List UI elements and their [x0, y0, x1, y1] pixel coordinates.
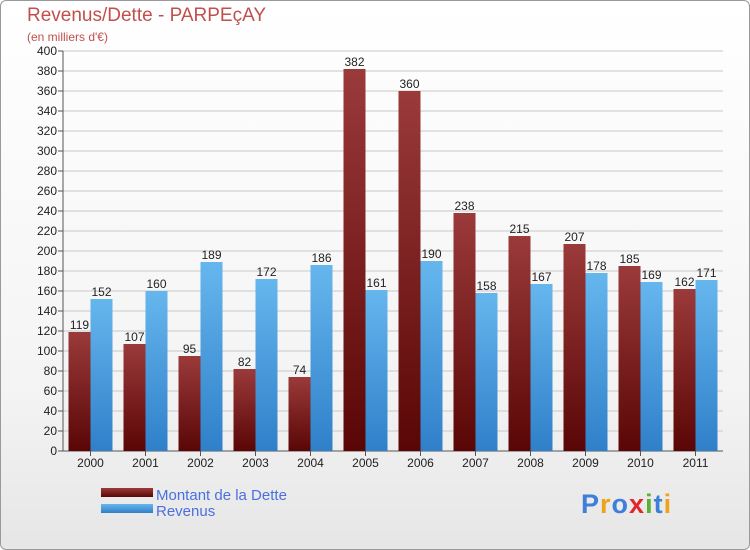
x-tick-label: 2009 [572, 456, 599, 470]
debt-value-label: 360 [399, 77, 419, 91]
logo-letter: r [600, 489, 612, 519]
y-tick-label: 160 [37, 284, 57, 298]
debt-bar[interactable] [398, 91, 421, 451]
y-tick-label: 380 [37, 64, 57, 78]
x-tick-label: 2011 [683, 456, 709, 470]
x-tick-label: 2005 [352, 456, 379, 470]
x-tick-label: 2008 [517, 456, 544, 470]
logo-letter: i [645, 489, 654, 519]
revenue-value-label: 186 [311, 251, 331, 265]
y-tick-label: 40 [44, 404, 58, 418]
y-tick-label: 0 [50, 444, 57, 458]
y-tick-label: 80 [44, 364, 58, 378]
debt-bar[interactable] [123, 344, 146, 451]
legend-label-debt: Montant de la Dette [156, 487, 287, 504]
revenue-value-label: 169 [641, 268, 661, 282]
revenue-bar[interactable] [90, 299, 113, 451]
debt-bar[interactable] [563, 244, 586, 451]
y-tick-label: 300 [37, 144, 57, 158]
x-tick-label: 2001 [132, 456, 159, 470]
logo-letter: t [653, 489, 664, 519]
y-tick-label: 120 [37, 324, 57, 338]
chart-title: Revenus/Dette - PARPEçAY [27, 5, 267, 26]
y-tick-label: 220 [37, 224, 57, 238]
debt-bar[interactable] [343, 69, 366, 451]
x-tick-label: 2000 [77, 456, 104, 470]
revenue-bar[interactable] [255, 279, 278, 451]
y-tick-label: 360 [37, 84, 57, 98]
debt-value-label: 82 [238, 355, 252, 369]
debt-bar[interactable] [68, 332, 91, 451]
revenue-bar[interactable] [475, 293, 498, 451]
debt-bar[interactable] [178, 356, 201, 451]
revenue-bar[interactable] [530, 284, 553, 451]
y-tick-label: 260 [37, 184, 57, 198]
y-tick-label: 320 [37, 124, 57, 138]
revenue-value-label: 189 [201, 248, 221, 262]
x-tick-label: 2003 [242, 456, 269, 470]
debt-value-label: 119 [70, 318, 89, 332]
debt-value-label: 238 [454, 199, 474, 213]
logo-letter: i [663, 489, 673, 519]
logo-letter: x [629, 489, 646, 519]
debt-value-label: 74 [293, 363, 307, 377]
revenue-value-label: 172 [256, 265, 276, 279]
y-tick-label: 340 [37, 104, 57, 118]
debt-value-label: 107 [124, 330, 144, 344]
debt-bar[interactable] [453, 213, 476, 451]
revenue-value-label: 178 [586, 259, 606, 273]
revenue-value-label: 167 [531, 270, 551, 284]
revenue-bar[interactable] [365, 290, 388, 451]
y-tick-label: 400 [37, 44, 57, 58]
revenue-bar[interactable] [200, 262, 223, 451]
debt-bar[interactable] [233, 369, 256, 451]
y-tick-label: 60 [44, 384, 58, 398]
revenue-bar[interactable] [695, 280, 718, 451]
debt-value-label: 95 [183, 342, 197, 356]
y-tick-label: 20 [44, 424, 58, 438]
y-tick-label: 240 [37, 204, 57, 218]
y-tick-label: 280 [37, 164, 57, 178]
revenue-value-label: 171 [696, 266, 716, 280]
proxiti-logo: Proxiti [581, 489, 672, 520]
x-tick-label: 2004 [297, 456, 324, 470]
debt-value-label: 215 [509, 222, 529, 236]
logo-letter: P [581, 489, 601, 519]
debt-bar[interactable] [618, 266, 641, 451]
y-tick-label: 100 [37, 344, 57, 358]
x-tick-label: 2006 [407, 456, 434, 470]
debt-value-label: 207 [564, 230, 584, 244]
legend-swatch-debt [101, 488, 153, 497]
revenue-value-label: 152 [91, 285, 111, 299]
logo-letter: o [611, 489, 630, 519]
y-tick-label: 180 [37, 264, 57, 278]
revenue-bar[interactable] [310, 265, 333, 451]
revenue-bar[interactable] [640, 282, 663, 451]
revenue-value-label: 160 [146, 277, 166, 291]
chart-subtitle: (en milliers d'€) [27, 30, 108, 44]
revenue-value-label: 190 [421, 247, 441, 261]
y-tick-label: 140 [37, 304, 57, 318]
revenue-bar[interactable] [585, 273, 608, 451]
x-tick-label: 2002 [187, 456, 214, 470]
revenue-value-label: 161 [366, 276, 386, 290]
revenue-value-label: 158 [476, 279, 496, 293]
debt-bar[interactable] [508, 236, 531, 451]
debt-value-label: 185 [619, 252, 639, 266]
legend-swatch-revenue [101, 504, 153, 513]
debt-value-label: 382 [344, 55, 364, 69]
x-tick-label: 2007 [462, 456, 489, 470]
legend-label-revenue: Revenus [156, 503, 215, 520]
x-tick-label: 2010 [627, 456, 654, 470]
revenue-bar[interactable] [145, 291, 168, 451]
debt-value-label: 162 [674, 275, 694, 289]
debt-bar[interactable] [288, 377, 311, 451]
debt-bar[interactable] [673, 289, 696, 451]
y-tick-label: 200 [37, 244, 57, 258]
revenue-bar[interactable] [420, 261, 443, 451]
